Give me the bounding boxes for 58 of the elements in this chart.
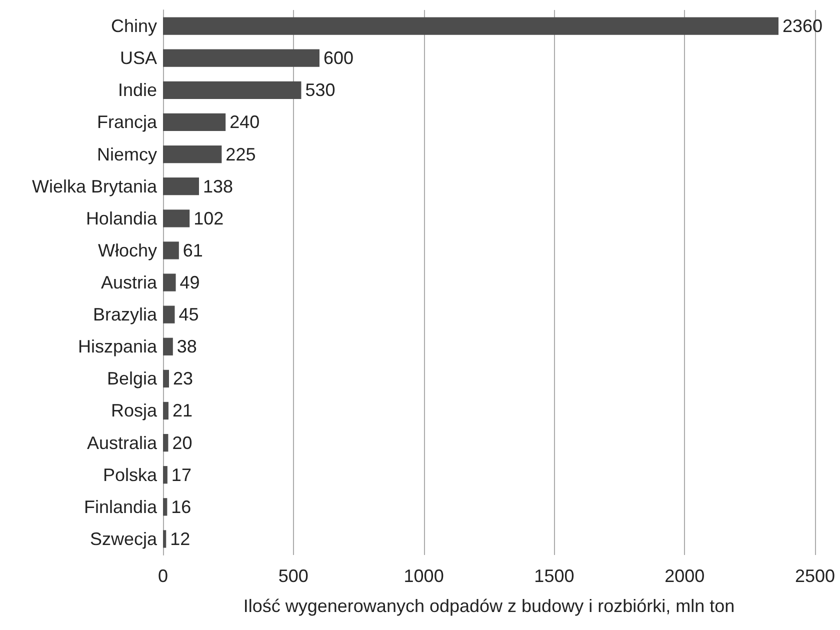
y-tick-label: Wielka Brytania	[32, 176, 158, 196]
x-tick-label: 500	[278, 566, 308, 586]
bar	[163, 274, 176, 292]
data-label: 240	[230, 112, 260, 132]
data-label: 600	[323, 48, 354, 68]
data-label: 45	[178, 304, 199, 325]
y-tick-label: Austria	[100, 272, 158, 292]
data-label: 225	[226, 144, 256, 164]
y-tick-label: Chiny	[110, 16, 157, 36]
bar	[163, 306, 175, 324]
y-tick-label: Niemcy	[96, 144, 157, 164]
bar	[163, 530, 166, 548]
bar	[163, 81, 302, 99]
y-tick-label: Indie	[118, 80, 157, 100]
data-label: 16	[171, 496, 192, 517]
data-label: 530	[305, 80, 336, 100]
bar	[163, 498, 168, 516]
bar	[163, 145, 222, 164]
y-tick-label: USA	[120, 48, 157, 68]
data-label: 49	[180, 272, 200, 292]
data-label: 20	[172, 432, 192, 453]
data-label: 61	[182, 240, 203, 260]
data-label: 138	[202, 176, 234, 196]
y-tick-label: Holandia	[86, 208, 158, 228]
bar	[163, 178, 199, 196]
bar	[163, 370, 169, 388]
x-tick-label: 1000	[404, 566, 444, 586]
y-tick-label: Rosja	[110, 400, 158, 421]
y-tick-label: Włochy	[98, 240, 157, 260]
x-tick-label: 1500	[534, 566, 574, 586]
x-tick-label: 0	[158, 566, 168, 586]
bar	[163, 17, 778, 35]
data-label: 102	[194, 208, 224, 228]
data-label: 17	[171, 464, 192, 485]
bar	[163, 242, 179, 260]
x-axis-title: Ilość wygenerowanych odpadów z budowy i rozbiórki, mln ton	[243, 596, 735, 616]
y-tick-label: Finlandia	[84, 496, 158, 517]
y-tick-label: Szwecja	[90, 528, 158, 549]
bar	[163, 338, 173, 356]
bar	[163, 434, 168, 452]
y-tick-label: Brazylia	[92, 304, 158, 325]
bar	[163, 210, 190, 228]
bar	[163, 402, 168, 420]
y-tick-label: Belgia	[106, 368, 158, 389]
y-tick-label: Francja	[96, 112, 158, 132]
data-label: 38	[176, 336, 197, 357]
data-label: 21	[172, 400, 193, 421]
y-tick-label: Australia	[86, 432, 158, 453]
y-tick-label: Hiszpania	[78, 336, 158, 357]
x-tick-label: 2000	[664, 566, 705, 586]
data-label: 2360	[782, 16, 823, 36]
x-tick-label: 2500	[794, 566, 836, 586]
data-label: 23	[173, 368, 194, 389]
bar	[163, 466, 168, 484]
bar	[163, 113, 226, 132]
data-label: 12	[170, 528, 190, 549]
bar	[163, 49, 320, 67]
y-tick-label: Polska	[102, 464, 158, 485]
